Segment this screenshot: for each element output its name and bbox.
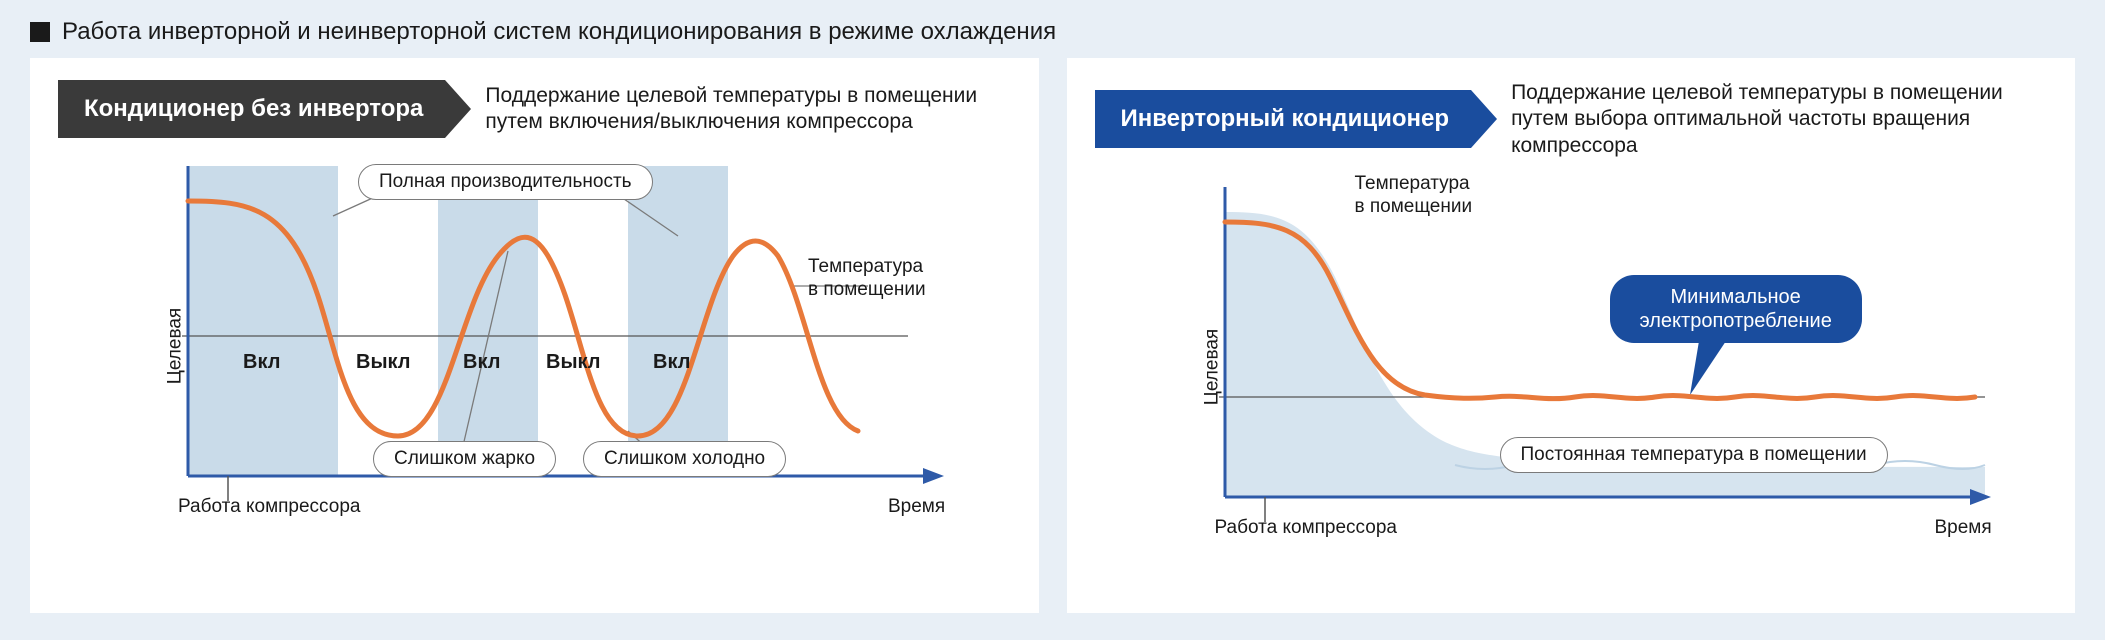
left-chart: Целевая температура bbox=[188, 156, 968, 536]
left-chart-svg bbox=[188, 156, 968, 536]
main-title: Работа инверторной и неинверторной систе… bbox=[62, 18, 1056, 46]
x-axis-arrow-icon bbox=[923, 468, 944, 484]
pointer-triangle-icon bbox=[1690, 335, 1730, 395]
callout-too-cold: Слишком холодно bbox=[583, 441, 786, 477]
room-temp-label: Температура в помещении bbox=[1355, 173, 1473, 219]
badge-inverter: Инверторный кондиционер bbox=[1095, 90, 1472, 148]
room-temp-label: Температура в помещении bbox=[808, 256, 926, 302]
state-on: Вкл bbox=[653, 351, 690, 374]
x-caption-time: Время bbox=[1935, 517, 1992, 539]
x-caption-compressor: Работа компрессора bbox=[178, 496, 360, 518]
state-off: Выкл bbox=[546, 351, 600, 374]
left-header: Кондиционер без инвертора Поддержание це… bbox=[58, 80, 1011, 138]
title-square-icon bbox=[30, 22, 50, 42]
state-off: Выкл bbox=[356, 351, 410, 374]
panel-non-inverter: Кондиционер без инвертора Поддержание це… bbox=[30, 58, 1039, 613]
state-on: Вкл bbox=[463, 351, 500, 374]
state-on: Вкл bbox=[243, 351, 280, 374]
badge-non-inverter: Кондиционер без инвертора bbox=[58, 80, 445, 138]
right-chart: Целевая температура Температура в помеще… bbox=[1225, 177, 2005, 557]
right-header: Инверторный кондиционер Поддержание целе… bbox=[1095, 80, 2048, 159]
on-band bbox=[438, 166, 538, 476]
right-chart-svg bbox=[1225, 177, 2005, 557]
title-row: Работа инверторной и неинверторной систе… bbox=[0, 0, 2105, 58]
callout-full-power: Полная производительность bbox=[358, 164, 653, 200]
panel-inverter: Инверторный кондиционер Поддержание целе… bbox=[1067, 58, 2076, 613]
right-desc: Поддержание целевой температуры в помеще… bbox=[1511, 80, 2047, 159]
x-caption-compressor: Работа компрессора bbox=[1215, 517, 1397, 539]
x-caption-time: Время bbox=[888, 496, 945, 518]
callout-min-power: Минимальное электропотребление bbox=[1610, 275, 1862, 343]
callout-constant-temp: Постоянная температура в помещении bbox=[1500, 437, 1888, 473]
left-desc: Поддержание целевой температуры в помеще… bbox=[485, 83, 1010, 136]
callout-too-hot: Слишком жарко bbox=[373, 441, 556, 477]
panels-container: Кондиционер без инвертора Поддержание це… bbox=[0, 58, 2105, 613]
